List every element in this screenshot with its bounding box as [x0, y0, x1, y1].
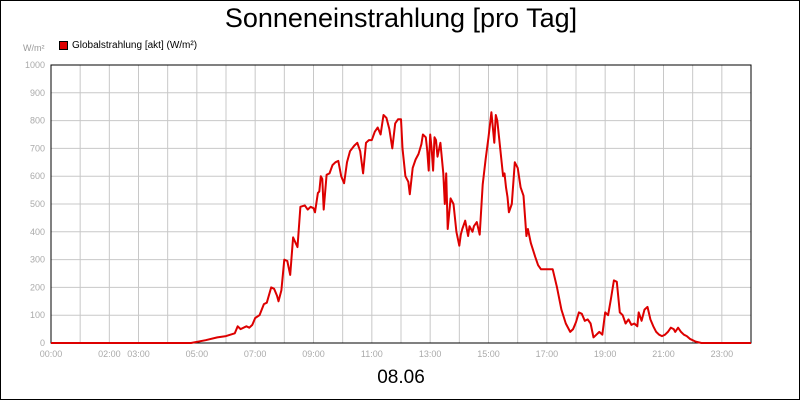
y-tick-label: 500 — [30, 199, 45, 209]
x-tick-label: 03:00 — [127, 349, 150, 359]
date-label: 08.06 — [377, 367, 425, 388]
y-tick-label: 100 — [30, 310, 45, 320]
y-tick-label: 700 — [30, 143, 45, 153]
y-tick-label: 900 — [30, 88, 45, 98]
x-tick-label: 02:00 — [98, 349, 121, 359]
x-tick-label: 23:00 — [711, 349, 734, 359]
y-axis-unit-label: W/m² — [23, 43, 45, 53]
legend-swatch — [59, 41, 68, 50]
x-tick-label: 19:00 — [594, 349, 617, 359]
legend-label: Globalstrahlung [akt] (W/m²) — [72, 40, 198, 51]
y-tick-label: 400 — [30, 227, 45, 237]
plot-border — [50, 64, 752, 344]
x-tick-label: 05:00 — [186, 349, 209, 359]
x-tick-label: 21:00 — [652, 349, 675, 359]
x-tick-label: 07:00 — [244, 349, 267, 359]
x-tick-label: 15:00 — [477, 349, 500, 359]
x-tick-label: 13:00 — [419, 349, 442, 359]
legend: Globalstrahlung [akt] (W/m²) — [59, 40, 197, 51]
y-tick-label: 1000 — [25, 60, 45, 70]
chart-title: Sonneneinstrahlung [pro Tag] — [224, 3, 578, 33]
y-tick-label: 300 — [30, 255, 45, 265]
y-tick-label: 200 — [30, 282, 45, 292]
y-tick-label: 800 — [30, 116, 45, 126]
y-tick-label: 0 — [40, 338, 45, 348]
x-tick-label: 00:00 — [40, 349, 63, 359]
series-line — [51, 111, 751, 344]
x-tick-label: 11:00 — [361, 349, 383, 359]
x-tick-label: 09:00 — [302, 349, 325, 359]
x-tick-label: 17:00 — [536, 349, 559, 359]
y-tick-label: 600 — [30, 171, 45, 181]
